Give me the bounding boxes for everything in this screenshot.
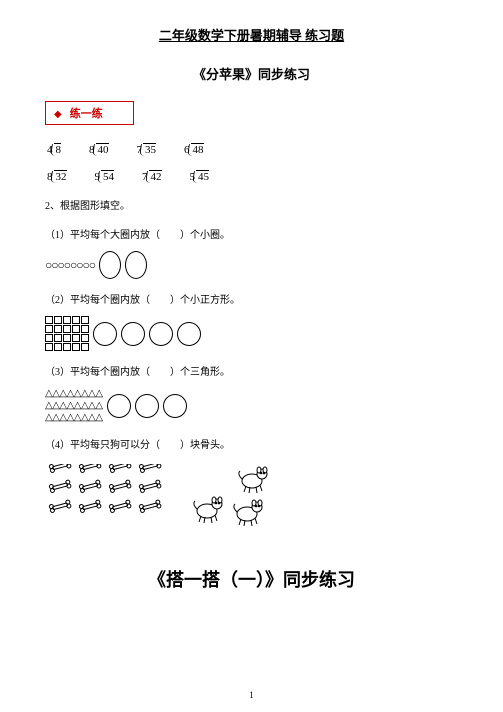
question-2-header: 2、根据图形填空。 [45, 197, 458, 212]
big-circle-shape [163, 394, 187, 418]
big-circle-shape [121, 322, 145, 346]
division-item: 48 [47, 143, 61, 156]
triangle-row: △△△△△△△△ [45, 400, 103, 412]
squares-grid [45, 316, 89, 351]
shapes-row-2 [45, 316, 458, 351]
dividend: 42 [149, 170, 162, 183]
big-circle-shape [107, 394, 131, 418]
diamond-icon: ◆ [54, 109, 62, 120]
division-item: 832 [47, 170, 67, 183]
division-item: 742 [142, 170, 162, 183]
big-circle-shape [93, 322, 117, 346]
dividend: 35 [143, 143, 156, 156]
section-title-1: 《分苹果》同步练习 [45, 64, 458, 83]
shapes-row-3: △△△△△△△△ △△△△△△△△ △△△△△△△△ [45, 388, 458, 424]
big-circle-shape [135, 394, 159, 418]
division-item: 954 [95, 170, 115, 183]
triangles-block: △△△△△△△△ △△△△△△△△ △△△△△△△△ [45, 388, 103, 424]
sub-question-1: （1）平均每个大圈内放（ ）个小圈。 [45, 226, 458, 241]
dividend: 54 [101, 170, 114, 183]
practice-box: ◆ 练一练 [45, 101, 134, 125]
page-number: 1 [0, 690, 503, 700]
big-circle-shape [177, 322, 201, 346]
big-circle-shape [125, 251, 147, 279]
shapes-row-1: ○○○○○○○○ [45, 251, 458, 279]
dividend: 32 [54, 170, 67, 183]
division-item: 840 [89, 143, 109, 156]
dividend: 8 [54, 143, 62, 156]
practice-label: 练一练 [70, 108, 103, 120]
dividend: 45 [196, 170, 209, 183]
q4-container [45, 461, 458, 531]
division-row-2: 832 954 742 545 [47, 170, 458, 183]
division-item: 545 [190, 170, 210, 183]
header-title: 二年级数学下册暑期辅导 练习题 [45, 25, 458, 44]
triangle-row: △△△△△△△△ [45, 388, 103, 400]
dividend: 48 [191, 143, 204, 156]
division-item: 735 [137, 143, 157, 156]
section-title-2: 《搭一搭（一）》同步练习 [45, 566, 458, 592]
dogs-illustration [190, 461, 290, 531]
bones-illustration [45, 464, 175, 529]
division-item: 648 [184, 143, 204, 156]
triangle-row: △△△△△△△△ [45, 412, 103, 424]
big-circle-shape [149, 322, 173, 346]
dividend: 40 [96, 143, 109, 156]
sub-question-3: （3）平均每个圈内放（ ）个三角形。 [45, 363, 458, 378]
big-circle-shape [99, 251, 121, 279]
division-row-1: 48 840 735 648 [47, 143, 458, 156]
sub-question-4: （4）平均每只狗可以分（ ）块骨头。 [45, 436, 458, 451]
sub-question-2: （2）平均每个圈内放（ ）个小正方形。 [45, 291, 458, 306]
small-circles: ○○○○○○○○ [45, 258, 95, 273]
